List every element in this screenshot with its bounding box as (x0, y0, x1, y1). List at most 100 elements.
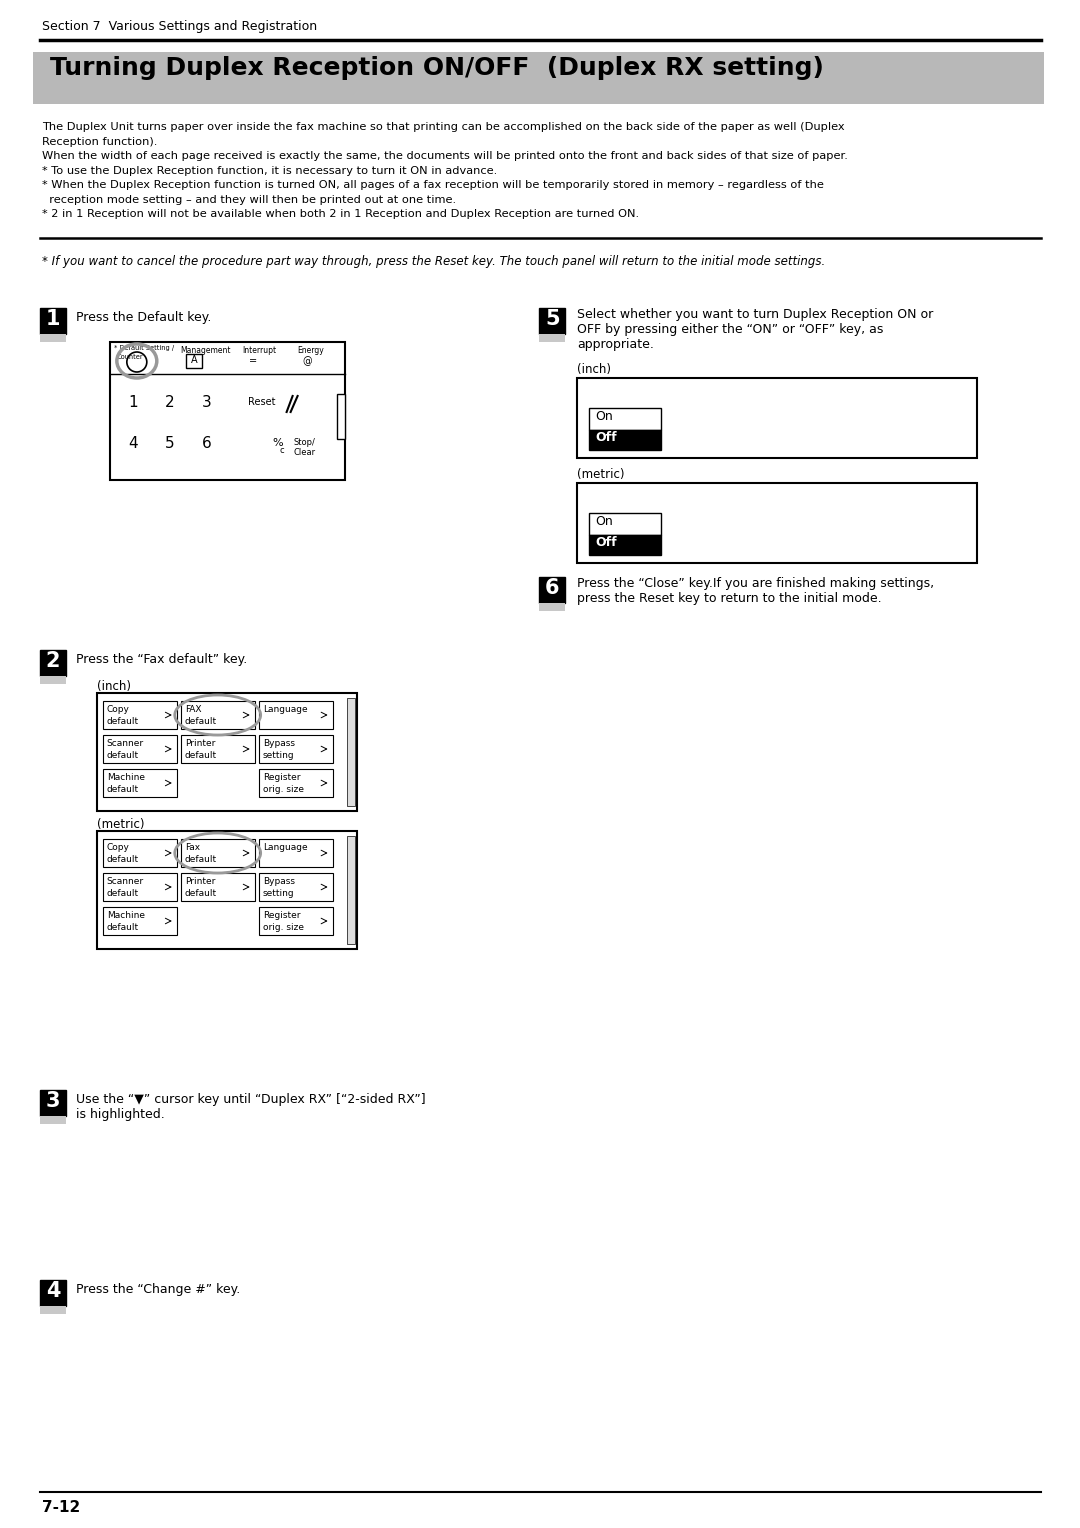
Text: Turning Duplex Reception ON/OFF  (Duplex RX setting): Turning Duplex Reception ON/OFF (Duplex … (50, 57, 824, 79)
Text: default: default (185, 889, 217, 898)
Bar (347, 698, 354, 805)
Text: 4: 4 (129, 435, 137, 451)
Bar (33, 52, 1043, 104)
Text: default: default (107, 750, 139, 759)
Bar (577, 377, 976, 458)
Text: orig. size: orig. size (262, 923, 303, 932)
Text: orig. size: orig. size (262, 785, 303, 795)
Text: When the width of each page received is exactly the same, the documents will be : When the width of each page received is … (42, 151, 848, 160)
Bar (186, 354, 202, 368)
Text: * When the Duplex Reception function is turned ON, all pages of a fax reception : * When the Duplex Reception function is … (42, 180, 824, 189)
Text: Stop/: Stop/ (294, 439, 315, 448)
Text: The Duplex Unit turns paper over inside the fax machine so that printing can be : The Duplex Unit turns paper over inside … (42, 122, 845, 131)
Text: 1: 1 (45, 309, 60, 329)
Bar (258, 735, 333, 762)
Bar (103, 769, 177, 798)
Bar (97, 694, 356, 811)
Text: =: = (248, 356, 257, 367)
Text: appropriate.: appropriate. (577, 338, 654, 351)
Bar (40, 1306, 66, 1314)
Text: Reception function).: Reception function). (42, 136, 158, 147)
Bar (110, 342, 345, 480)
Bar (180, 872, 255, 902)
Text: 6: 6 (202, 435, 212, 451)
Text: Printer: Printer (185, 877, 215, 886)
Text: 5: 5 (165, 435, 175, 451)
Bar (539, 604, 565, 611)
Text: Clear: Clear (294, 448, 315, 457)
Bar (590, 429, 661, 451)
Text: Printer: Printer (185, 740, 215, 749)
Bar (590, 408, 661, 429)
Text: default: default (185, 717, 217, 726)
Text: 2: 2 (45, 651, 60, 671)
Bar (103, 839, 177, 866)
Text: 1: 1 (129, 396, 137, 410)
Text: setting: setting (262, 750, 294, 759)
Text: Fax: Fax (185, 843, 200, 853)
Text: %: % (272, 439, 283, 448)
Bar (180, 839, 255, 866)
Text: A: A (190, 354, 197, 365)
Text: FAX: FAX (185, 704, 201, 714)
Text: c: c (280, 446, 284, 455)
Text: @: @ (302, 356, 312, 367)
Text: Reset: Reset (247, 397, 275, 406)
Text: 4: 4 (45, 1280, 60, 1300)
Bar (40, 649, 66, 675)
Text: 3: 3 (202, 396, 212, 410)
Bar (539, 335, 565, 342)
Text: * Default Setting /: * Default Setting / (113, 345, 174, 351)
Bar (337, 394, 345, 439)
Text: * 2 in 1 Reception will not be available when both 2 in 1 Reception and Duplex R: * 2 in 1 Reception will not be available… (42, 209, 639, 219)
Text: OFF by pressing either the “ON” or “OFF” key, as: OFF by pressing either the “ON” or “OFF”… (577, 322, 883, 336)
Bar (40, 675, 66, 685)
Bar (539, 578, 565, 604)
Text: Off: Off (595, 536, 617, 549)
Bar (40, 309, 66, 335)
Text: 2: 2 (165, 396, 175, 410)
Bar (590, 535, 661, 555)
Text: setting: setting (262, 889, 294, 898)
Text: Register: Register (262, 911, 300, 920)
Text: default: default (107, 785, 139, 795)
Text: Press the “Change #” key.: Press the “Change #” key. (76, 1284, 240, 1296)
Text: On: On (595, 515, 613, 529)
Text: 5: 5 (545, 309, 559, 329)
Text: Use the “▼” cursor key until “Duplex RX” [“2-sided RX”]: Use the “▼” cursor key until “Duplex RX”… (76, 1093, 426, 1106)
Text: Language: Language (262, 704, 308, 714)
Bar (40, 1280, 66, 1306)
Bar (590, 513, 661, 535)
Bar (180, 701, 255, 729)
Bar (40, 1115, 66, 1125)
Text: default: default (185, 750, 217, 759)
Text: is highlighted.: is highlighted. (76, 1108, 164, 1122)
Text: Scanner: Scanner (107, 740, 144, 749)
Text: reception mode setting – and they will then be printed out at one time.: reception mode setting – and they will t… (42, 194, 456, 205)
Bar (258, 908, 333, 935)
Bar (258, 839, 333, 866)
Text: On: On (595, 410, 613, 423)
Text: Copy: Copy (107, 843, 130, 853)
Text: Press the “Fax default” key.: Press the “Fax default” key. (76, 652, 247, 666)
Bar (347, 836, 354, 944)
Text: Machine: Machine (107, 773, 145, 782)
Text: Energy: Energy (298, 345, 324, 354)
Text: Select whether you want to turn Duplex Reception ON or: Select whether you want to turn Duplex R… (577, 309, 933, 321)
Text: Section 7  Various Settings and Registration: Section 7 Various Settings and Registrat… (42, 20, 318, 34)
Bar (180, 735, 255, 762)
Bar (258, 701, 333, 729)
Text: (inch): (inch) (97, 680, 131, 694)
Bar (258, 769, 333, 798)
Text: (metric): (metric) (577, 468, 624, 481)
Text: Scanner: Scanner (107, 877, 144, 886)
Bar (577, 483, 976, 562)
Text: default: default (107, 889, 139, 898)
Bar (40, 335, 66, 342)
Bar (103, 872, 177, 902)
Text: Bypass: Bypass (262, 877, 295, 886)
Text: Register: Register (262, 773, 300, 782)
Text: Machine: Machine (107, 911, 145, 920)
Text: Bypass: Bypass (262, 740, 295, 749)
Bar (103, 701, 177, 729)
